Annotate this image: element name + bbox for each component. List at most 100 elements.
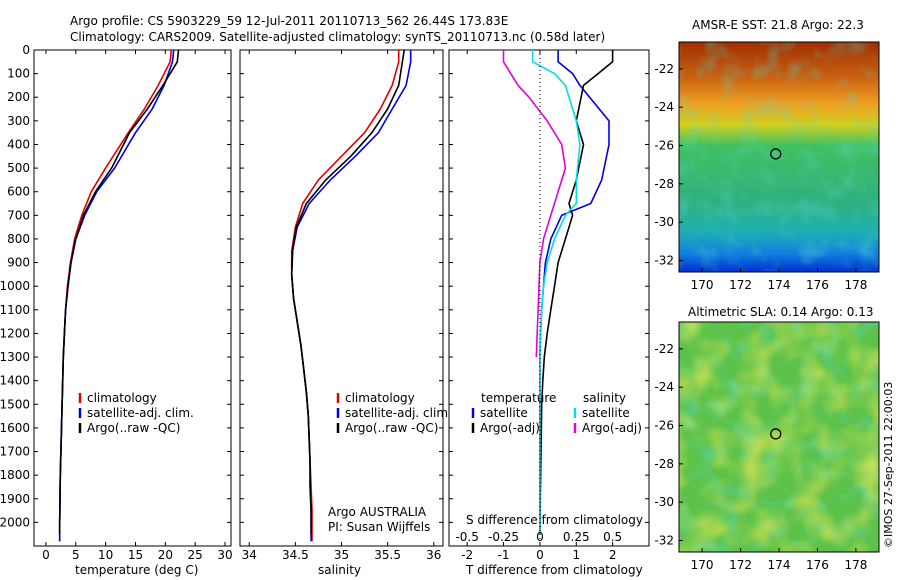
legend-label: climatology bbox=[87, 391, 157, 405]
map-x-tick-label: 178 bbox=[844, 278, 867, 292]
map-y-tick-label: -28 bbox=[654, 177, 674, 191]
legend-label: Argo(-adj) bbox=[582, 421, 642, 435]
salinity-note-1: Argo AUSTRALIA bbox=[328, 505, 427, 519]
series-line-3 bbox=[290, 49, 405, 535]
legend-label: Argo(-adj) bbox=[480, 421, 540, 435]
map-y-tick-label: -24 bbox=[654, 100, 674, 114]
s-tick-label: 0.25 bbox=[563, 530, 590, 544]
legend-label: satellite-adj. clim. bbox=[87, 406, 194, 420]
difference-panel: -2 -1 0 1 2 -0.5 -0.25 0 0.25 0.5 temperature salin… bbox=[448, 49, 650, 562]
x-tick-label: 36 bbox=[426, 548, 441, 562]
x-tick-label: 25 bbox=[188, 548, 203, 562]
series-line-3 bbox=[58, 49, 180, 535]
sla-map-title: Altimetric SLA: 0.14 Argo: 0.13 bbox=[688, 305, 874, 319]
map-y-tick-label: -26 bbox=[654, 139, 674, 153]
map-x-tick-label: 176 bbox=[806, 558, 829, 572]
map-y-tick-label: -32 bbox=[654, 534, 674, 548]
x-tick-label: 0 bbox=[42, 548, 50, 562]
depth-tick-label: 500 bbox=[7, 161, 30, 175]
temperature-panel: 0100200300400500600700800900100011001200… bbox=[0, 43, 233, 562]
x-tick-label: 35 bbox=[334, 548, 349, 562]
x-tick-label: 10 bbox=[98, 548, 113, 562]
depth-tick-label: 700 bbox=[7, 208, 30, 222]
series-line-2 bbox=[539, 50, 614, 535]
map-x-tick-label: 174 bbox=[768, 278, 791, 292]
map-x-tick-label: 176 bbox=[806, 278, 829, 292]
map-y-tick-label: -32 bbox=[654, 254, 674, 268]
depth-tick-label: 1900 bbox=[0, 492, 30, 506]
map-y-tick-label: -30 bbox=[654, 215, 674, 229]
depth-tick-label: 1800 bbox=[0, 468, 30, 482]
map-y-tick-label: -24 bbox=[654, 380, 674, 394]
x-tick-label: 1 bbox=[572, 548, 580, 562]
map-x-tick-label: 174 bbox=[768, 558, 791, 572]
depth-tick-label: 2000 bbox=[0, 515, 30, 529]
x-tick-label: -2 bbox=[461, 548, 473, 562]
depth-tick-label: 1100 bbox=[0, 303, 30, 317]
x-tick-label: 34 bbox=[242, 548, 257, 562]
map-x-tick-label: 172 bbox=[729, 278, 752, 292]
depth-tick-label: 800 bbox=[7, 232, 30, 246]
difference-axes-frame bbox=[448, 49, 650, 547]
x-tick-label: -1 bbox=[498, 548, 510, 562]
depth-tick-label: 100 bbox=[7, 67, 30, 81]
legend-label: Argo(..raw -QC) bbox=[345, 421, 438, 435]
legend-title-salinity: salinity bbox=[583, 391, 626, 405]
map-x-tick-label: 170 bbox=[691, 558, 714, 572]
x-tick-label: 30 bbox=[217, 548, 232, 562]
profile-location-marker bbox=[770, 148, 782, 160]
depth-tick-label: 300 bbox=[7, 114, 30, 128]
s-tick-label: -0.5 bbox=[455, 530, 478, 544]
temperature-xlabel: temperature (deg C) bbox=[75, 563, 199, 577]
diff-xlabel: T difference from climatology bbox=[466, 563, 643, 577]
depth-tick-label: 1600 bbox=[0, 421, 30, 435]
legend-label: satellite bbox=[582, 406, 630, 420]
legend-label: satellite-adj. clim. bbox=[345, 406, 452, 420]
legend-label: Argo(..raw -QC) bbox=[87, 421, 180, 435]
map-x-tick-label: 170 bbox=[691, 278, 714, 292]
timestamp-stamp: ©IMOS 27-Sep-2011 22:00:03 bbox=[882, 381, 895, 548]
temperature-axes-frame bbox=[33, 49, 232, 547]
map-y-tick-label: -28 bbox=[654, 457, 674, 471]
legend-label: climatology bbox=[345, 391, 415, 405]
x-tick-label: 2 bbox=[609, 548, 617, 562]
x-tick-label: 15 bbox=[128, 548, 143, 562]
depth-tick-label: 1300 bbox=[0, 350, 30, 364]
diff-xlabel-top: S difference from climatology bbox=[466, 513, 643, 527]
s-tick-label: 0 bbox=[536, 530, 544, 544]
series-line-3 bbox=[531, 50, 581, 535]
salinity-axes-frame bbox=[239, 49, 444, 547]
depth-tick-label: 200 bbox=[7, 90, 30, 104]
x-tick-label: 35.5 bbox=[374, 548, 401, 562]
sst-map-title: AMSR-E SST: 21.8 Argo: 22.3 bbox=[692, 18, 864, 32]
x-tick-label: 34.5 bbox=[282, 548, 309, 562]
salinity-xlabel: salinity bbox=[318, 563, 362, 577]
salinity-panel: 34 34.5 35 35.5 36 climatologysatellite-adj. … bbox=[239, 49, 452, 562]
map-y-tick-label: -22 bbox=[654, 62, 674, 76]
sla-map: 170 172 174 176 178 -22 -24 -26 -28 -30 -32 bbox=[654, 321, 880, 572]
depth-tick-label: 1200 bbox=[0, 326, 30, 340]
map-y-tick-label: -26 bbox=[654, 419, 674, 433]
s-tick-label: -0.25 bbox=[488, 530, 519, 544]
depth-tick-label: 1400 bbox=[0, 374, 30, 388]
map-y-tick-label: -30 bbox=[654, 495, 674, 509]
sst-map: 170 172 174 176 178 -22 -24 -26 -28 -30 -32 bbox=[654, 41, 880, 292]
profile-location-marker bbox=[770, 428, 782, 440]
depth-tick-label: 600 bbox=[7, 185, 30, 199]
x-tick-label: 5 bbox=[72, 548, 80, 562]
salinity-note-2: PI: Susan Wijffels bbox=[328, 520, 431, 534]
legend-label: satellite bbox=[480, 406, 528, 420]
s-tick-label: 0.5 bbox=[603, 530, 622, 544]
legend-title-temperature: temperature bbox=[481, 391, 556, 405]
depth-tick-label: 1700 bbox=[0, 445, 30, 459]
depth-tick-label: 1500 bbox=[0, 397, 30, 411]
header-line-1: Argo profile: CS 5903229_59 12-Jul-2011 … bbox=[70, 14, 509, 28]
depth-tick-label: 400 bbox=[7, 137, 30, 151]
depth-tick-label: 1000 bbox=[0, 279, 30, 293]
depth-tick-label: 0 bbox=[22, 43, 30, 57]
depth-tick-label: 900 bbox=[7, 256, 30, 270]
x-tick-label: 0 bbox=[536, 548, 544, 562]
map-x-tick-label: 178 bbox=[844, 558, 867, 572]
map-x-tick-label: 172 bbox=[729, 558, 752, 572]
